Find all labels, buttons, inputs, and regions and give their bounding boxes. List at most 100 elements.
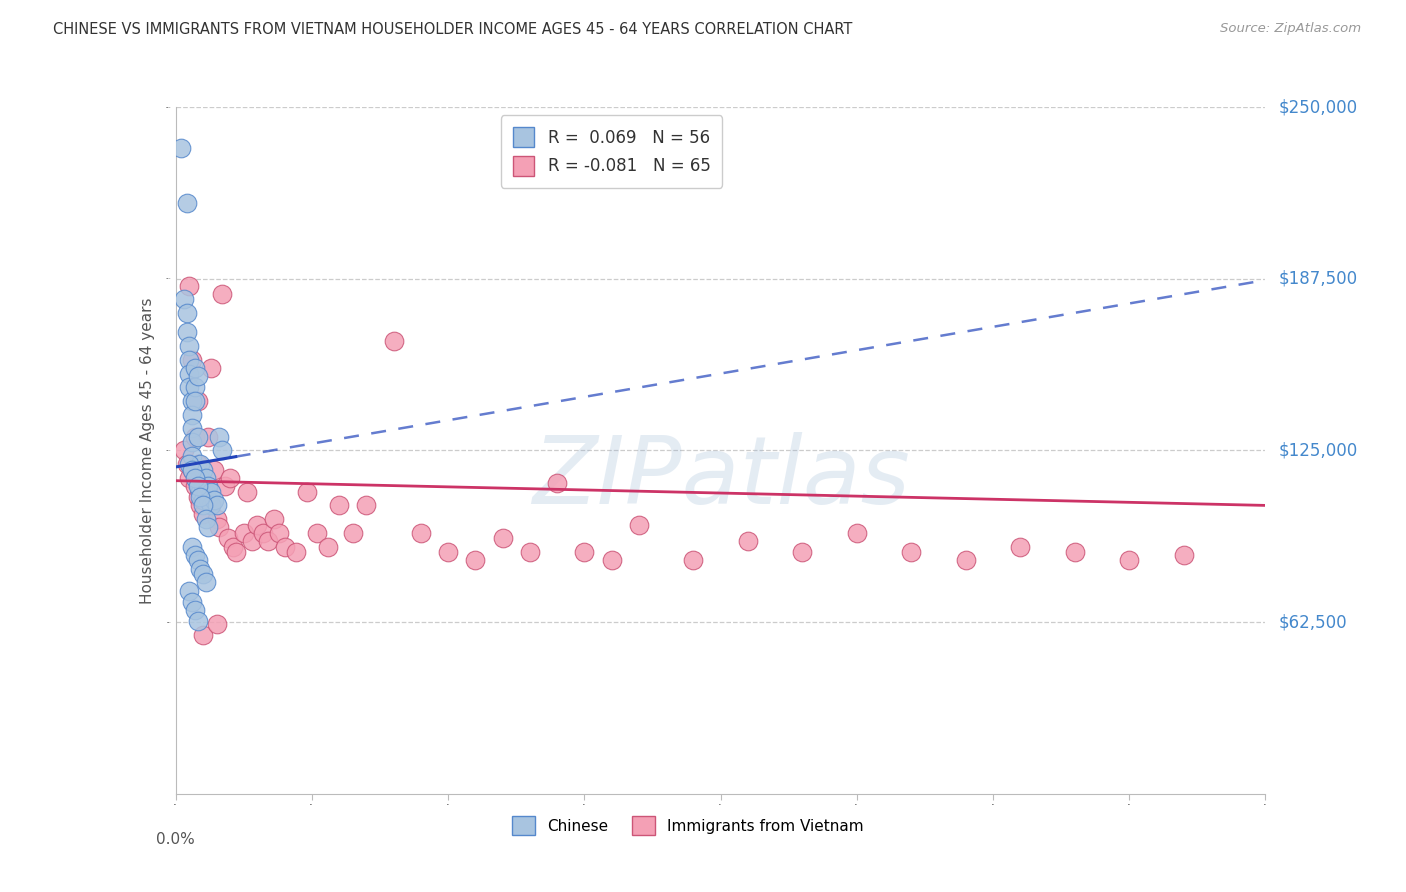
Point [307, 525, 329, 540]
Point [1010, 540, 1032, 554]
Y-axis label: Householder Income Ages 45 - 64 years: Householder Income Ages 45 - 64 years [139, 297, 155, 604]
Point [184, 548, 207, 562]
Point [200, 484, 222, 499]
Point [257, 534, 280, 549]
Point [197, 479, 219, 493]
Point [225, 545, 247, 559]
Point [205, 499, 228, 513]
Legend: Chinese, Immigrants from Vietnam: Chinese, Immigrants from Vietnam [506, 810, 869, 841]
Point [295, 484, 318, 499]
Point [191, 499, 214, 513]
Point [181, 394, 204, 409]
Point [184, 603, 207, 617]
Point [409, 525, 432, 540]
Point [186, 479, 209, 493]
Point [179, 352, 201, 367]
Point [176, 326, 198, 340]
Point [188, 499, 211, 513]
Point [200, 499, 222, 513]
Point [186, 394, 209, 409]
Point [181, 421, 204, 435]
Point [184, 463, 207, 477]
Point [208, 520, 231, 534]
Point [252, 525, 274, 540]
Point [186, 369, 209, 384]
Point [197, 430, 219, 444]
Point [200, 499, 222, 513]
Point [627, 517, 650, 532]
Point [792, 545, 814, 559]
Point [176, 306, 198, 320]
Point [181, 594, 204, 608]
Text: $125,000: $125,000 [1278, 442, 1358, 459]
Point [186, 614, 209, 628]
Point [179, 471, 201, 485]
Point [197, 520, 219, 534]
Point [181, 463, 204, 477]
Point [737, 534, 759, 549]
Point [845, 525, 868, 540]
Point [217, 532, 239, 546]
Point [191, 492, 214, 507]
Point [179, 339, 201, 353]
Point [955, 553, 977, 567]
Point [186, 430, 209, 444]
Point [211, 286, 233, 301]
Point [181, 540, 204, 554]
Point [188, 457, 211, 471]
Point [197, 492, 219, 507]
Point [194, 471, 217, 485]
Point [188, 463, 211, 477]
Point [184, 361, 207, 376]
Point [188, 490, 211, 504]
Point [184, 430, 207, 444]
Point [184, 380, 207, 394]
Point [194, 490, 217, 504]
Point [194, 575, 217, 590]
Point [246, 517, 269, 532]
Point [382, 334, 405, 348]
Text: $62,500: $62,500 [1278, 613, 1347, 632]
Point [682, 553, 704, 567]
Point [191, 567, 214, 582]
Point [188, 471, 211, 485]
Point [170, 141, 193, 155]
Text: 0.0%: 0.0% [156, 831, 195, 847]
Point [186, 476, 209, 491]
Point [194, 484, 217, 499]
Point [191, 627, 214, 641]
Point [263, 512, 285, 526]
Point [202, 463, 225, 477]
Point [179, 583, 201, 598]
Point [235, 484, 257, 499]
Point [232, 525, 254, 540]
Point [181, 449, 204, 463]
Point [342, 525, 364, 540]
Point [546, 476, 568, 491]
Point [179, 457, 201, 471]
Text: $250,000: $250,000 [1278, 98, 1358, 116]
Point [191, 507, 214, 521]
Point [181, 463, 204, 477]
Point [181, 435, 204, 450]
Point [1173, 548, 1195, 562]
Point [274, 540, 297, 554]
Point [179, 380, 201, 394]
Point [184, 479, 207, 493]
Point [269, 525, 291, 540]
Point [176, 457, 198, 471]
Point [179, 367, 201, 381]
Point [1063, 545, 1085, 559]
Point [181, 352, 204, 367]
Text: ZIPatlas: ZIPatlas [531, 433, 910, 524]
Point [186, 490, 209, 504]
Point [200, 361, 222, 376]
Point [173, 293, 195, 307]
Point [519, 545, 541, 559]
Point [191, 479, 214, 493]
Point [176, 196, 198, 211]
Point [186, 553, 209, 567]
Point [194, 512, 217, 526]
Point [173, 443, 195, 458]
Text: $187,500: $187,500 [1278, 269, 1358, 288]
